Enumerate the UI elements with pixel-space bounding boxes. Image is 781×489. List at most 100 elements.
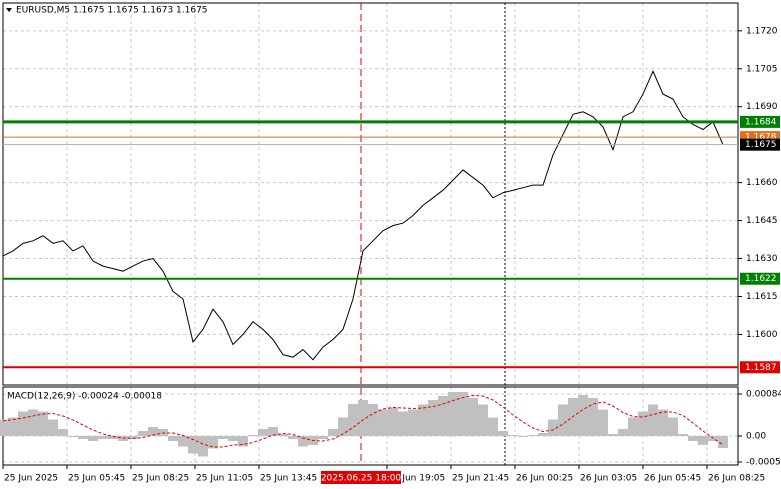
x-tick-label: 26 Jun 03:05 bbox=[580, 474, 637, 484]
y-tick-label: 1.1615 bbox=[746, 292, 778, 302]
macd-bar bbox=[238, 436, 248, 447]
chart-title: EURUSD,M5 1.1675 1.1675 1.1673 1.1675 bbox=[16, 6, 208, 16]
macd-bar bbox=[298, 436, 308, 447]
x-tick-label: 26 Jun 05:45 bbox=[644, 474, 701, 484]
macd-bar bbox=[8, 417, 18, 436]
macd-bar bbox=[468, 398, 478, 436]
menu-arrow[interactable] bbox=[6, 8, 12, 12]
macd-bar bbox=[608, 434, 618, 436]
macd-bar bbox=[208, 436, 218, 449]
time-marker-label: 2025.06.25 18:00 bbox=[321, 474, 402, 484]
level-label: 1.1587 bbox=[745, 363, 777, 373]
y-tick-label: 0.00 bbox=[746, 432, 766, 442]
macd-bar bbox=[718, 436, 728, 448]
level-label-box bbox=[740, 115, 780, 128]
x-tick-label: 25 Jun 08:25 bbox=[132, 474, 189, 484]
signal-line bbox=[2, 394, 724, 448]
macd-bar bbox=[248, 435, 258, 436]
macd-bar bbox=[358, 400, 368, 436]
x-tick-label: 25 Jun 11:05 bbox=[196, 474, 253, 484]
macd-bar bbox=[588, 398, 598, 436]
macd-bar bbox=[98, 436, 108, 439]
macd-bar bbox=[678, 434, 688, 436]
x-tick-label: 26 Jun 00:25 bbox=[516, 474, 573, 484]
macd-bar bbox=[78, 436, 88, 439]
macd-bar bbox=[38, 411, 48, 436]
macd-bar bbox=[288, 436, 298, 439]
y-tick-label: 1.1600 bbox=[746, 330, 778, 340]
x-tick-label: 25 Jun 19:05 bbox=[388, 474, 445, 484]
macd-bar bbox=[188, 436, 198, 454]
x-tick-label: 25 Jun 2025 bbox=[4, 474, 58, 484]
macd-bar bbox=[328, 429, 338, 436]
macd-bar bbox=[88, 436, 98, 441]
macd-bar bbox=[538, 433, 548, 436]
macd-bar bbox=[458, 392, 468, 436]
macd-bar bbox=[698, 436, 708, 445]
macd-bar bbox=[648, 404, 658, 436]
time-marker-box bbox=[321, 471, 401, 484]
current-price-box bbox=[740, 138, 780, 151]
y-tick-label: 1.1690 bbox=[746, 102, 778, 112]
macd-bar bbox=[488, 417, 498, 436]
level-label: 1.1684 bbox=[745, 117, 777, 127]
macd-bar bbox=[48, 419, 58, 436]
macd-bar bbox=[578, 395, 588, 436]
macd-bar bbox=[148, 427, 158, 436]
macd-bar bbox=[428, 400, 438, 436]
macd-bar bbox=[518, 436, 528, 437]
level-label-box bbox=[740, 361, 780, 374]
y-tick-label: 1.1660 bbox=[746, 178, 778, 188]
macd-title: MACD(12,26,9) -0.00024 -0.00018 bbox=[7, 392, 162, 402]
macd-bar bbox=[128, 436, 138, 439]
macd-bar bbox=[438, 396, 448, 436]
macd-bar bbox=[508, 435, 518, 436]
macd-bar bbox=[448, 392, 458, 436]
price-line bbox=[2, 70, 724, 361]
macd-bar bbox=[388, 407, 398, 436]
x-tick-label: 26 Jun 08:25 bbox=[708, 474, 765, 484]
macd-bar bbox=[548, 419, 558, 436]
y-tick-label: 1.1720 bbox=[746, 26, 778, 36]
macd-bar bbox=[268, 427, 278, 436]
macd-bar bbox=[638, 411, 648, 436]
macd-bar bbox=[668, 417, 678, 436]
macd-bar bbox=[198, 436, 208, 457]
macd-bar bbox=[58, 429, 68, 436]
macd-bar bbox=[598, 409, 608, 436]
macd-bar bbox=[338, 417, 348, 436]
current-price-label: 1.1675 bbox=[745, 140, 777, 150]
macd-bar bbox=[218, 436, 228, 439]
macd-bar bbox=[168, 436, 178, 441]
macd-bar bbox=[228, 436, 238, 441]
macd-bar bbox=[618, 429, 628, 436]
level-label-box bbox=[740, 272, 780, 285]
macd-bar bbox=[258, 429, 268, 436]
macd-bar bbox=[178, 436, 188, 447]
x-tick-label: 25 Jun 13:45 bbox=[260, 474, 317, 484]
macd-bar bbox=[278, 434, 288, 436]
macd-bar bbox=[68, 436, 78, 437]
macd-bar bbox=[658, 409, 668, 436]
x-tick-label: 25 Jun 05:45 bbox=[68, 474, 125, 484]
macd-bar bbox=[378, 409, 388, 436]
macd-bar bbox=[628, 417, 638, 436]
macd-bar bbox=[408, 409, 418, 436]
macd-bar bbox=[28, 409, 38, 436]
macd-bar bbox=[18, 411, 28, 436]
level-label: 1.1678 bbox=[745, 133, 777, 143]
level-label: 1.1622 bbox=[745, 274, 777, 284]
macd-bar bbox=[138, 431, 148, 436]
macd-bar bbox=[368, 404, 378, 436]
y-tick-label: 0.00084 bbox=[746, 390, 781, 400]
macd-bar bbox=[528, 435, 538, 436]
macd-bar bbox=[108, 436, 118, 439]
macd-bar bbox=[478, 404, 488, 436]
y-tick-label: 1.1705 bbox=[746, 64, 778, 74]
macd-bar bbox=[0, 419, 8, 436]
macd-bar bbox=[688, 436, 698, 441]
macd-bar bbox=[348, 404, 358, 436]
